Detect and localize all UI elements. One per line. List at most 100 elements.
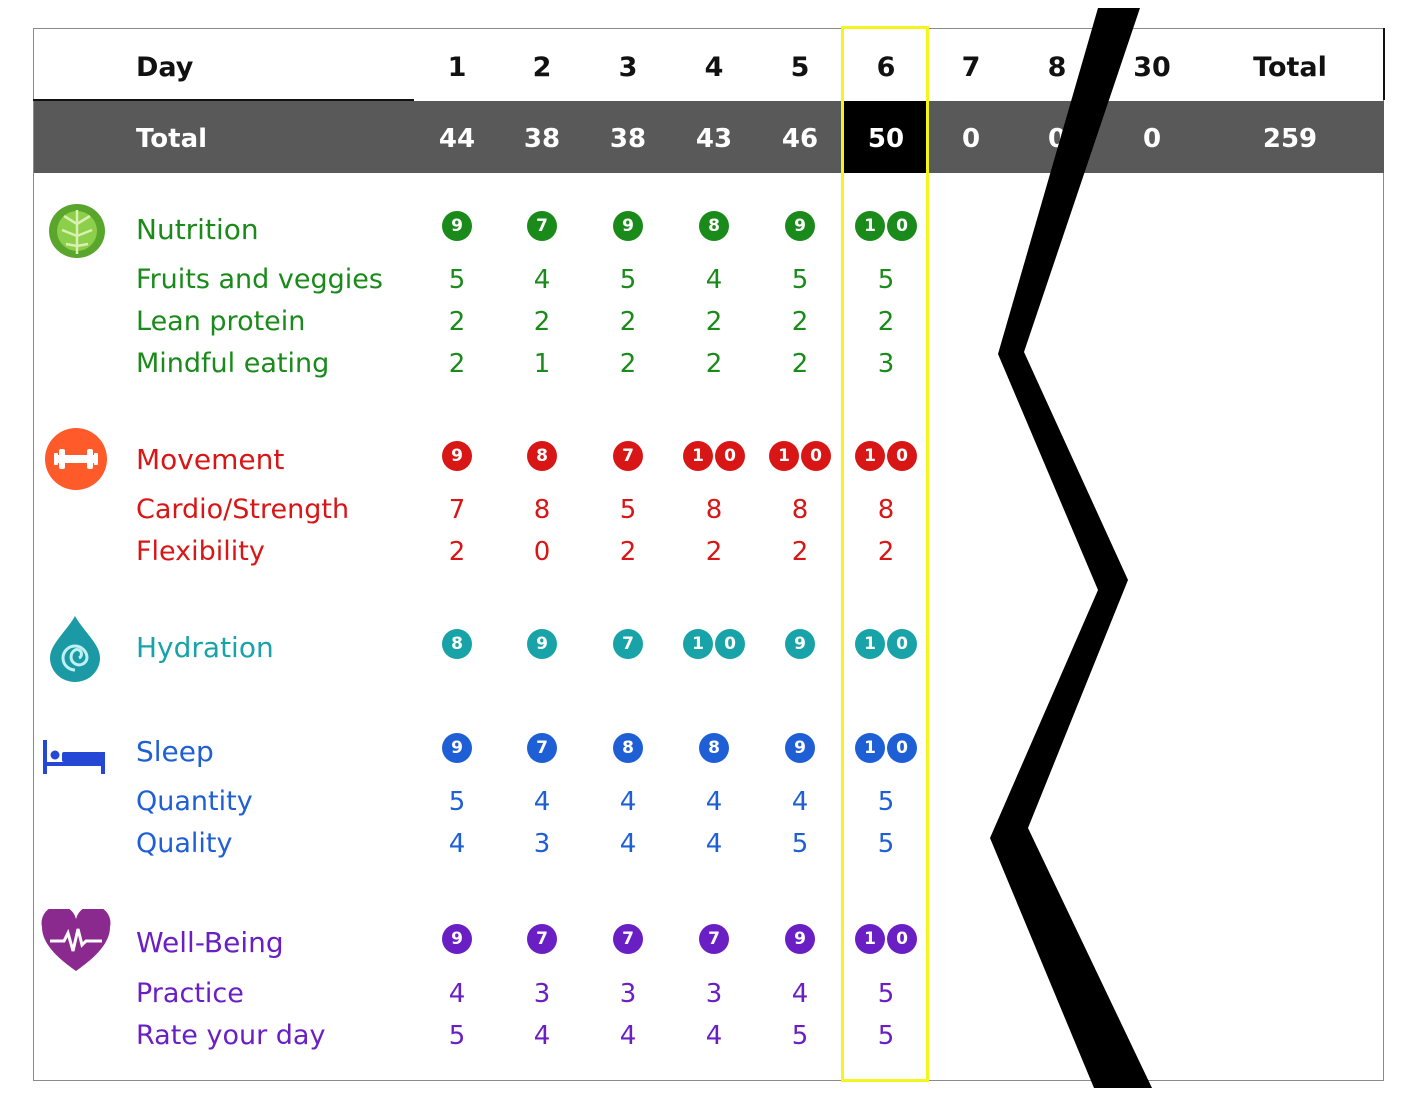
item-value-movement-0-day-6[interactable]: 8 <box>877 495 895 525</box>
item-value-nutrition-2-day-1[interactable]: 2 <box>448 349 466 379</box>
score-digit: 9 <box>442 733 472 763</box>
score-badge-wellbeing-day-3[interactable]: 7 <box>613 924 643 954</box>
item-value-nutrition-2-day-3[interactable]: 2 <box>619 349 637 379</box>
score-badge-nutrition-day-4[interactable]: 8 <box>699 211 729 241</box>
score-badge-sleep-day-4[interactable]: 8 <box>699 733 729 763</box>
item-value-movement-1-day-4[interactable]: 2 <box>705 537 723 567</box>
item-value-nutrition-0-day-6[interactable]: 5 <box>877 265 895 295</box>
item-value-wellbeing-0-day-3[interactable]: 3 <box>619 979 637 1009</box>
day-header-2[interactable]: 2 <box>532 52 552 83</box>
total-row-label: Total <box>136 124 208 154</box>
item-value-sleep-0-day-1[interactable]: 5 <box>448 787 466 817</box>
day-header-6[interactable]: 6 <box>876 52 896 83</box>
day-header-8[interactable]: 8 <box>1047 52 1067 83</box>
item-value-nutrition-1-day-6[interactable]: 2 <box>877 307 895 337</box>
score-digit: 7 <box>527 924 557 954</box>
score-digit: 9 <box>613 211 643 241</box>
item-value-wellbeing-1-day-4[interactable]: 4 <box>705 1021 723 1051</box>
item-value-nutrition-0-day-3[interactable]: 5 <box>619 265 637 295</box>
item-value-wellbeing-1-day-3[interactable]: 4 <box>619 1021 637 1051</box>
item-value-movement-1-day-1[interactable]: 2 <box>448 537 466 567</box>
item-value-sleep-0-day-6[interactable]: 5 <box>877 787 895 817</box>
score-badge-hydration-day-2[interactable]: 9 <box>527 629 557 659</box>
item-value-movement-0-day-2[interactable]: 8 <box>533 495 551 525</box>
item-value-sleep-0-day-3[interactable]: 4 <box>619 787 637 817</box>
score-badge-hydration-day-3[interactable]: 7 <box>613 629 643 659</box>
score-badge-hydration-day-1[interactable]: 8 <box>442 629 472 659</box>
item-value-sleep-1-day-2[interactable]: 3 <box>533 829 551 859</box>
score-badge-sleep-day-1[interactable]: 9 <box>442 733 472 763</box>
score-badge-movement-day-1[interactable]: 9 <box>442 441 472 471</box>
item-value-nutrition-0-day-5[interactable]: 5 <box>791 265 809 295</box>
item-value-wellbeing-0-day-5[interactable]: 4 <box>791 979 809 1009</box>
score-badge-hydration-day-5[interactable]: 9 <box>785 629 815 659</box>
item-value-nutrition-1-day-4[interactable]: 2 <box>705 307 723 337</box>
day-header-5[interactable]: 5 <box>790 52 810 83</box>
score-badge-nutrition-day-1[interactable]: 9 <box>442 211 472 241</box>
score-badge-sleep-day-5[interactable]: 9 <box>785 733 815 763</box>
item-value-nutrition-0-day-1[interactable]: 5 <box>448 265 466 295</box>
item-value-nutrition-1-day-5[interactable]: 2 <box>791 307 809 337</box>
item-value-wellbeing-0-day-2[interactable]: 3 <box>533 979 551 1009</box>
score-badge-sleep-day-3[interactable]: 8 <box>613 733 643 763</box>
score-badge-nutrition-day-5[interactable]: 9 <box>785 211 815 241</box>
item-value-movement-1-day-3[interactable]: 2 <box>619 537 637 567</box>
item-value-sleep-1-day-6[interactable]: 5 <box>877 829 895 859</box>
score-badge-wellbeing-day-4[interactable]: 7 <box>699 924 729 954</box>
item-value-sleep-0-day-4[interactable]: 4 <box>705 787 723 817</box>
item-value-nutrition-2-day-4[interactable]: 2 <box>705 349 723 379</box>
day-header-7[interactable]: 7 <box>961 52 981 83</box>
item-value-wellbeing-0-day-4[interactable]: 3 <box>705 979 723 1009</box>
day-header-3[interactable]: 3 <box>618 52 638 83</box>
item-value-nutrition-2-day-2[interactable]: 1 <box>533 349 551 379</box>
item-value-sleep-0-day-5[interactable]: 4 <box>791 787 809 817</box>
item-value-wellbeing-0-day-1[interactable]: 4 <box>448 979 466 1009</box>
item-value-sleep-1-day-3[interactable]: 4 <box>619 829 637 859</box>
item-value-nutrition-1-day-1[interactable]: 2 <box>448 307 466 337</box>
score-digit: 7 <box>527 733 557 763</box>
score-badge-nutrition-day-2[interactable]: 7 <box>527 211 557 241</box>
item-value-movement-1-day-5[interactable]: 2 <box>791 537 809 567</box>
item-value-wellbeing-1-day-6[interactable]: 5 <box>877 1021 895 1051</box>
item-value-nutrition-2-day-6[interactable]: 3 <box>877 349 895 379</box>
item-value-nutrition-0-day-2[interactable]: 4 <box>533 265 551 295</box>
score-badge-sleep-day-2[interactable]: 7 <box>527 733 557 763</box>
score-badge-movement-day-2[interactable]: 8 <box>527 441 557 471</box>
item-value-movement-0-day-1[interactable]: 7 <box>448 495 466 525</box>
item-value-sleep-1-day-4[interactable]: 4 <box>705 829 723 859</box>
item-value-movement-1-day-2[interactable]: 0 <box>533 537 551 567</box>
item-value-movement-1-day-6[interactable]: 2 <box>877 537 895 567</box>
day-header-4[interactable]: 4 <box>704 52 724 83</box>
item-value-wellbeing-1-day-5[interactable]: 5 <box>791 1021 809 1051</box>
day-header-30[interactable]: 30 <box>1133 52 1171 83</box>
item-value-movement-0-day-4[interactable]: 8 <box>705 495 723 525</box>
item-value-nutrition-0-day-4[interactable]: 4 <box>705 265 723 295</box>
item-value-nutrition-1-day-3[interactable]: 2 <box>619 307 637 337</box>
score-badge-nutrition-day-3[interactable]: 9 <box>613 211 643 241</box>
item-value-nutrition-1-day-2[interactable]: 2 <box>533 307 551 337</box>
item-value-wellbeing-1-day-1[interactable]: 5 <box>448 1021 466 1051</box>
item-value-movement-0-day-3[interactable]: 5 <box>619 495 637 525</box>
dumbbell-icon <box>45 428 107 490</box>
item-value-wellbeing-0-day-6[interactable]: 5 <box>877 979 895 1009</box>
item-value-movement-0-day-5[interactable]: 8 <box>791 495 809 525</box>
score-digit: 1 <box>683 441 713 471</box>
item-value-sleep-1-day-5[interactable]: 5 <box>791 829 809 859</box>
score-badge-wellbeing-day-5[interactable]: 9 <box>785 924 815 954</box>
item-value-sleep-1-day-1[interactable]: 4 <box>448 829 466 859</box>
item-value-sleep-0-day-2[interactable]: 4 <box>533 787 551 817</box>
item-value-wellbeing-1-day-2[interactable]: 4 <box>533 1021 551 1051</box>
score-badge-wellbeing-day-2[interactable]: 7 <box>527 924 557 954</box>
day-header-1[interactable]: 1 <box>447 52 467 83</box>
score-badge-wellbeing-day-1[interactable]: 9 <box>442 924 472 954</box>
item-value-nutrition-2-day-5[interactable]: 2 <box>791 349 809 379</box>
score-badge-movement-day-3[interactable]: 7 <box>613 441 643 471</box>
